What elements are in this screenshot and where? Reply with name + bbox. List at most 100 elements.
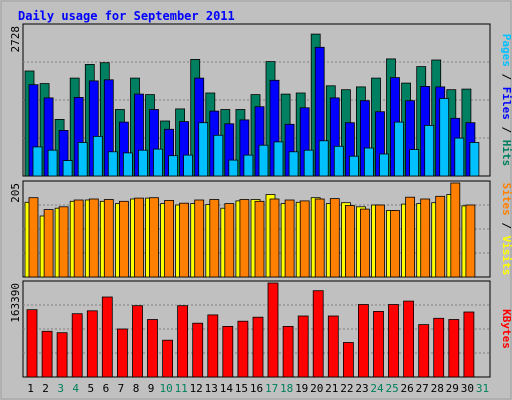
bar-pages-day-10 xyxy=(168,155,179,177)
bar-pages-day-1 xyxy=(32,146,43,177)
side-label-panel-2: Sites / Visits xyxy=(500,183,512,276)
bar-sites-day-14 xyxy=(224,203,235,278)
x-tick-label-day-27: 27 xyxy=(416,382,429,395)
bar-sites-day-30 xyxy=(465,204,476,278)
x-tick-label-day-14: 14 xyxy=(220,382,234,395)
bar-kbytes-day-7 xyxy=(117,328,128,378)
x-tick-label-day-7: 7 xyxy=(118,382,125,395)
bar-sites-day-21 xyxy=(329,198,340,278)
bar-sites-day-24 xyxy=(375,204,385,278)
bar-pages-day-18 xyxy=(288,151,299,177)
bar-sites-day-15 xyxy=(239,199,250,278)
bar-sites-day-20 xyxy=(314,198,325,278)
bar-pages-day-24 xyxy=(379,153,389,177)
x-tick-label-day-29: 29 xyxy=(446,382,459,395)
bar-pages-day-4 xyxy=(77,142,88,177)
bar-pages-day-30 xyxy=(469,142,480,177)
bar-pages-day-5 xyxy=(92,135,103,177)
bar-sites-day-16 xyxy=(254,200,265,278)
bar-pages-day-8 xyxy=(138,149,148,177)
bar-kbytes-day-10 xyxy=(162,339,174,378)
bar-pages-day-9 xyxy=(153,148,163,177)
x-tick-label-day-3: 3 xyxy=(57,382,64,395)
bar-kbytes-day-11 xyxy=(177,305,189,378)
bar-kbytes-day-1 xyxy=(26,309,38,378)
bar-sites-day-6 xyxy=(103,199,114,278)
bar-sites-day-4 xyxy=(73,199,84,278)
bar-kbytes-day-2 xyxy=(41,330,53,378)
bar-sites-day-11 xyxy=(179,202,190,278)
side-label-segment-2-1: Sites xyxy=(500,183,512,216)
bar-sites-day-29 xyxy=(450,182,461,278)
x-tick-label-day-15: 15 xyxy=(235,382,248,395)
x-tick-label-day-17: 17 xyxy=(265,382,278,395)
side-label-segment-2-3: Visits xyxy=(500,236,512,276)
bar-kbytes-day-8 xyxy=(132,305,143,378)
bar-kbytes-day-13 xyxy=(207,314,219,378)
bar-kbytes-day-30 xyxy=(463,311,475,378)
bar-kbytes-day-22 xyxy=(342,342,354,378)
bar-sites-day-5 xyxy=(88,198,99,278)
bar-sites-day-25 xyxy=(390,210,400,278)
x-tick-label-day-31: 31 xyxy=(476,382,489,395)
side-label-segment-1-2: / xyxy=(500,67,512,87)
bar-pages-day-16 xyxy=(258,144,269,177)
x-tick-label-day-11: 11 xyxy=(175,382,188,395)
bar-sites-day-7 xyxy=(119,200,129,278)
x-tick-label-day-26: 26 xyxy=(400,382,413,395)
side-label-panel-1: Pages / Files / Hits xyxy=(500,34,512,167)
bar-sites-day-3 xyxy=(58,206,69,278)
ymax-label-panel-2: 205 xyxy=(9,183,22,203)
bar-pages-day-20 xyxy=(318,140,329,177)
bar-sites-day-1 xyxy=(28,197,39,278)
bar-sites-day-10 xyxy=(164,199,175,278)
bar-kbytes-day-26 xyxy=(403,300,415,378)
bar-pages-day-26 xyxy=(409,149,420,177)
bar-sites-day-8 xyxy=(134,197,144,278)
x-tick-label-day-19: 19 xyxy=(295,382,308,395)
x-tick-label-day-28: 28 xyxy=(431,382,444,395)
x-tick-label-day-25: 25 xyxy=(385,382,398,395)
side-label-segment-3-1: KBytes xyxy=(500,309,512,349)
x-tick-label-day-22: 22 xyxy=(340,382,353,395)
bar-kbytes-day-5 xyxy=(86,310,98,378)
x-tick-label-day-30: 30 xyxy=(461,382,474,395)
bar-kbytes-day-4 xyxy=(71,313,83,378)
side-label-panel-3: KBytes xyxy=(500,309,512,349)
bar-kbytes-day-12 xyxy=(192,322,204,378)
x-tick-label-day-16: 16 xyxy=(250,382,263,395)
bar-kbytes-day-23 xyxy=(357,304,369,378)
x-tick-label-day-6: 6 xyxy=(103,382,110,395)
x-tick-label-day-24: 24 xyxy=(370,382,384,395)
bar-pages-day-28 xyxy=(439,98,450,177)
bar-sites-day-2 xyxy=(43,209,54,278)
chart-title: Daily usage for September 2011 xyxy=(18,9,235,23)
bar-kbytes-day-25 xyxy=(388,304,399,378)
bar-kbytes-day-21 xyxy=(327,315,339,378)
x-tick-label-day-21: 21 xyxy=(325,382,338,395)
bar-pages-day-21 xyxy=(333,145,344,177)
side-label-segment-1-5: Hits xyxy=(500,140,512,167)
bar-kbytes-day-24 xyxy=(373,310,384,378)
bar-pages-day-29 xyxy=(454,137,465,177)
bar-pages-day-17 xyxy=(273,141,284,177)
bar-pages-day-13 xyxy=(213,134,224,177)
side-label-segment-1-1: Pages xyxy=(500,34,512,67)
bar-sites-day-17 xyxy=(269,198,280,278)
bar-sites-day-22 xyxy=(344,205,355,278)
x-tick-label-day-23: 23 xyxy=(355,382,368,395)
bar-kbytes-day-3 xyxy=(56,332,68,378)
bar-sites-day-12 xyxy=(194,199,205,278)
side-label-segment-1-4: / xyxy=(500,120,512,140)
x-tick-label-day-5: 5 xyxy=(87,382,94,395)
bar-pages-day-7 xyxy=(123,152,133,177)
x-tick-label-day-10: 10 xyxy=(159,382,172,395)
bar-sites-day-9 xyxy=(149,197,159,278)
bar-kbytes-day-14 xyxy=(222,325,234,378)
bar-kbytes-day-16 xyxy=(252,316,264,378)
bar-sites-day-26 xyxy=(405,196,416,278)
bars xyxy=(24,33,480,378)
x-tick-label-day-12: 12 xyxy=(190,382,203,395)
bar-pages-day-25 xyxy=(394,121,404,177)
